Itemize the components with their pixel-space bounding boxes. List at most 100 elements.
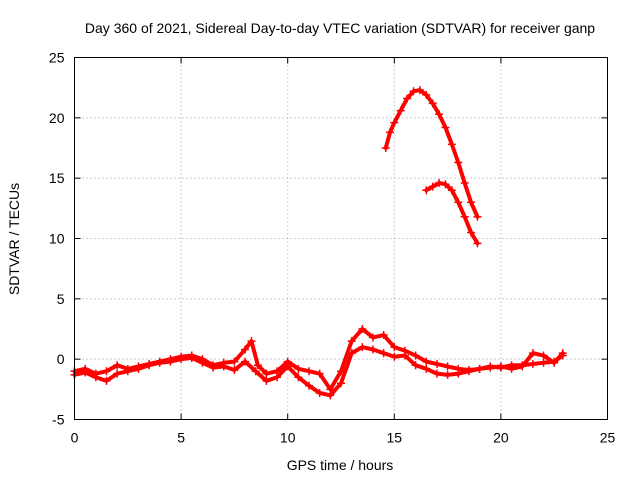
data-point (209, 363, 218, 372)
data-point (518, 362, 527, 371)
x-tick-label: 10 (280, 430, 296, 446)
data-point (411, 361, 420, 370)
data-point (507, 364, 516, 373)
data-point (422, 357, 431, 366)
data-point (454, 198, 463, 207)
series-3 (381, 86, 482, 221)
y-tick-label: 15 (49, 170, 65, 186)
data-point (305, 381, 314, 390)
data-point (396, 106, 405, 115)
data-point (262, 376, 271, 385)
data-point (550, 358, 559, 367)
series-line (383, 88, 480, 219)
x-tick-label: 0 (71, 430, 79, 446)
y-axis-label: SDTVAR / TECUs (6, 183, 22, 295)
data-point (447, 140, 456, 149)
data-point (381, 144, 390, 152)
data-point (460, 212, 469, 221)
data-point (347, 337, 356, 346)
data-point (113, 361, 122, 370)
data-point (486, 363, 495, 372)
data-point (379, 331, 388, 340)
data-point (390, 118, 399, 127)
x-tick-labels: 0 5 10 15 20 25 (71, 430, 616, 446)
y-tick-label: -5 (52, 412, 65, 428)
data-point (358, 325, 367, 333)
data-point (294, 364, 303, 373)
data-point (102, 367, 111, 376)
data-point (435, 178, 444, 187)
y-tick-label: 20 (49, 110, 65, 126)
plot-frame (74, 57, 608, 420)
x-tick-label: 15 (387, 430, 403, 446)
data-point (230, 366, 239, 375)
data-point (443, 370, 452, 379)
data-point (539, 351, 548, 360)
data-point (454, 369, 463, 378)
data-point (273, 373, 282, 382)
x-tick-label: 5 (177, 430, 185, 446)
data-point (475, 364, 484, 373)
data-point (155, 358, 164, 367)
data-point (409, 87, 418, 96)
data-point (283, 362, 292, 371)
y-tick-label: 0 (57, 351, 65, 367)
y-tick-label: 10 (49, 231, 65, 247)
y-tick-labels: -5 0 5 10 15 20 25 (49, 50, 65, 428)
data-point (253, 361, 262, 370)
data-point (435, 110, 444, 119)
data-series (70, 86, 567, 400)
data-point (219, 362, 228, 371)
data-point (81, 368, 90, 377)
grid (74, 57, 608, 420)
data-point (198, 358, 207, 367)
data-point (496, 362, 505, 371)
data-point (262, 369, 271, 378)
x-axis-label: GPS time / hours (287, 457, 394, 473)
data-point (441, 180, 450, 189)
data-point (390, 343, 399, 352)
data-point (422, 186, 431, 195)
data-point (539, 358, 548, 367)
data-point (411, 351, 420, 360)
data-point (432, 359, 441, 368)
data-point (467, 228, 476, 237)
data-point (337, 379, 345, 388)
data-point (390, 352, 399, 361)
data-point (102, 376, 111, 385)
data-point (558, 349, 567, 358)
data-point (247, 337, 256, 346)
data-point (422, 364, 431, 373)
data-point (134, 364, 143, 373)
series-2 (70, 343, 567, 400)
x-tick-label: 20 (493, 430, 509, 446)
data-point (294, 373, 303, 382)
data-point (91, 373, 100, 382)
data-point (113, 369, 122, 378)
data-point (368, 333, 377, 342)
data-point (403, 94, 412, 103)
data-point (166, 357, 175, 366)
data-point (415, 86, 424, 95)
data-point (454, 158, 463, 167)
data-point (460, 178, 469, 187)
data-point (428, 182, 437, 191)
data-point (326, 391, 335, 400)
data-point (241, 345, 250, 354)
data-point (368, 345, 377, 354)
data-point (251, 367, 260, 376)
data-point (422, 90, 431, 99)
data-point (379, 349, 388, 358)
data-point (528, 359, 537, 368)
data-point (473, 239, 482, 248)
data-point (177, 355, 186, 364)
data-point (467, 198, 476, 207)
data-point (473, 212, 482, 221)
data-point (145, 361, 154, 370)
y-tick-label: 5 (57, 291, 65, 307)
data-point (305, 367, 314, 376)
data-point (358, 343, 367, 352)
data-point (241, 357, 250, 366)
data-point (123, 367, 132, 376)
x-tick-label: 25 (600, 430, 616, 446)
